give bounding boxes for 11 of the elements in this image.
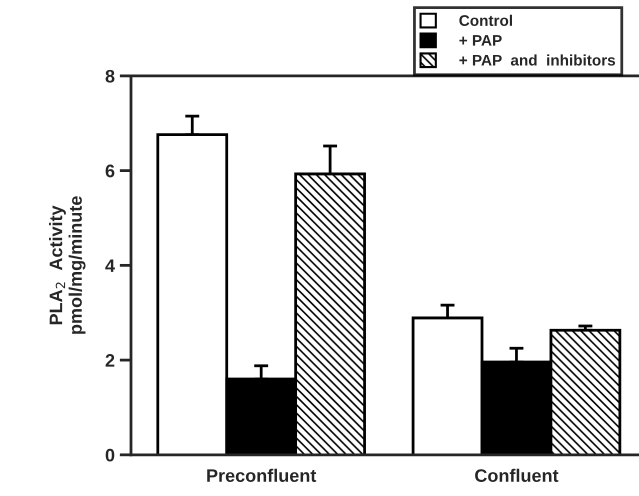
y-tick-label: 8 [106,70,114,83]
y-tick-label: 2 [106,354,114,367]
y-axis-title: PLA$_{2}$ Activity pmol/mg/minute [49,196,86,334]
x-tick-label: Confluent [475,468,558,482]
x-tick-label: Preconfluent [207,468,316,482]
y-tick-label: 0 [106,448,114,462]
legend-label: + PAP [459,35,502,46]
legend-label: + PAP and inhibitors [459,54,616,66]
y-tick-label: 4 [105,259,115,272]
legend-label: Control [459,14,512,26]
y-tick-label: 6 [106,164,114,178]
